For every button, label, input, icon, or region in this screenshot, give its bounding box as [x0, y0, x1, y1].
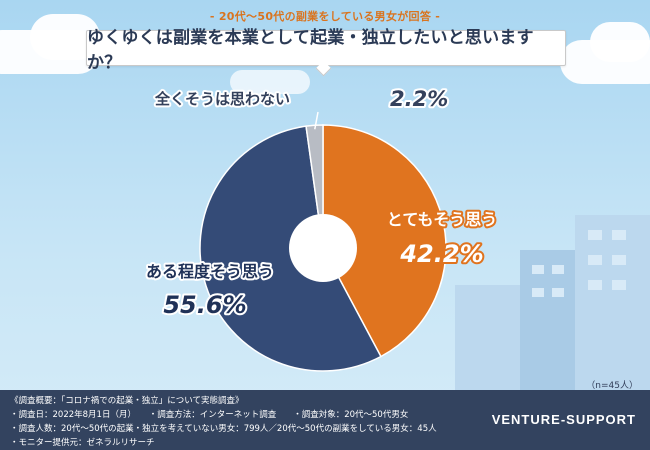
slice-value-somewhat-agree: 55.6%	[163, 291, 246, 319]
building-window	[552, 288, 564, 297]
building-window	[552, 265, 564, 274]
building-window	[532, 288, 544, 297]
footer-line: ・調査人数：20代～50代の起業・独立を考えていない男女：799人／20代～50…	[10, 424, 437, 434]
footer-line: ・調査日：2022年8月1日（月） ・調査方法：インターネット調査 ・調査対象：…	[10, 410, 409, 420]
footer-line: ・モニター提供元：ゼネラルリサーチ	[10, 438, 155, 448]
building-decoration	[575, 215, 650, 395]
pie-slice-strongly-agree	[322, 124, 447, 358]
slice-label-somewhat-agree: ある程度そう思う	[146, 262, 274, 281]
building-window	[612, 255, 626, 265]
building-window	[612, 280, 626, 290]
sample-size-note: （n=45人）	[586, 381, 638, 391]
footer: 《調査概要：「コロナ禍での起業・独立」について実態調査》 ・調査日：2022年8…	[0, 390, 650, 450]
cloud-decoration	[590, 22, 650, 62]
building-window	[532, 265, 544, 274]
slice-value-not-at-all: 2.2%	[390, 87, 448, 111]
building-window	[588, 230, 602, 240]
building-window	[612, 230, 626, 240]
survey-subtitle: - 20代～50代の副業をしている男女が回答 -	[209, 10, 441, 23]
slice-label-not-at-all: 全くそうは思わない	[154, 90, 290, 108]
leader-line	[314, 111, 319, 130]
footer-line: 《調査概要：「コロナ禍での起業・独立」について実態調査》	[10, 396, 244, 406]
building-decoration	[520, 250, 580, 395]
cloud-decoration	[230, 70, 310, 94]
brand-logo-text: VENTURE-SUPPORT	[491, 412, 636, 427]
slice-value-strongly-agree: 42.2%	[399, 240, 483, 268]
question-text: ゆくゆくは副業を本業として起業・独立したいと思いますか？	[87, 28, 534, 73]
donut-hole	[289, 214, 357, 282]
slice-label-strongly-agree: とてもそう思う	[387, 210, 497, 229]
question-box: ゆくゆくは副業を本業として起業・独立したいと思いますか？	[86, 28, 566, 73]
building-window	[588, 255, 602, 265]
building-decoration	[455, 285, 525, 395]
building-window	[588, 280, 602, 290]
